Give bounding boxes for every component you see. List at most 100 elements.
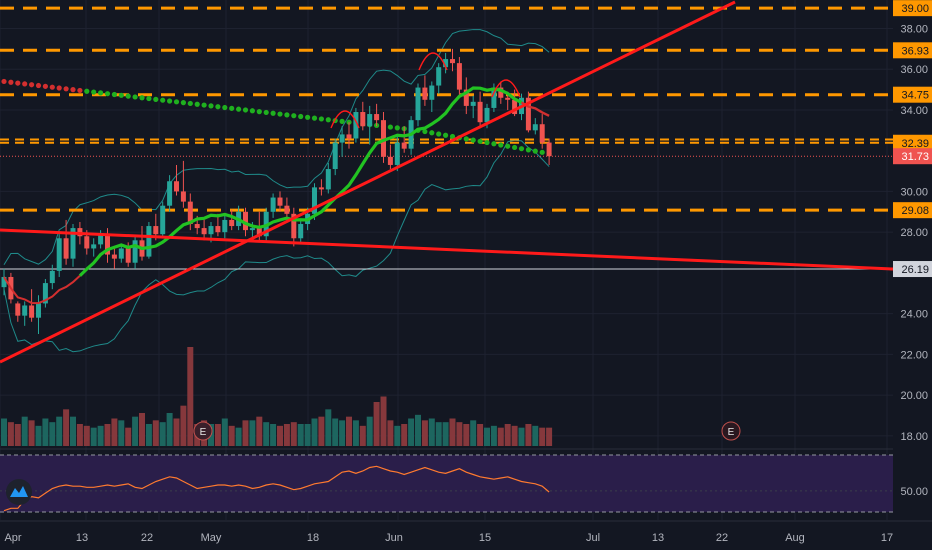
candle-body [70, 228, 76, 259]
ma-dot [505, 143, 511, 149]
price-tick-label: 22.00 [900, 349, 928, 361]
ma-dot [208, 103, 214, 109]
ma-dot [222, 104, 228, 111]
volume-bar [490, 425, 497, 446]
volume-bar [442, 422, 449, 446]
volume-bar [311, 418, 318, 446]
time-tick-label: 17 [881, 532, 893, 544]
price-tick-label: 34.00 [900, 105, 928, 117]
volume-bar [56, 416, 63, 446]
volume-bar [318, 416, 325, 446]
candle-body [332, 142, 338, 170]
candle-body [484, 107, 490, 123]
ma-dot [104, 91, 111, 97]
candle-body [118, 248, 124, 259]
time-tick-label: Aug [785, 532, 805, 544]
volume-bar [332, 418, 339, 446]
candle-body [374, 114, 380, 121]
volume-bar [484, 427, 490, 446]
candle-body [443, 59, 449, 68]
candle-body [249, 228, 255, 231]
candle-body [208, 226, 214, 235]
volume-bar [401, 424, 408, 446]
time-tick-label: May [201, 532, 222, 544]
ma-dot [15, 80, 21, 86]
volume-bar [546, 427, 553, 446]
time-tick-label: 22 [141, 532, 153, 544]
ma-dot [270, 110, 276, 116]
volume-bar [14, 424, 21, 446]
candle-body [42, 283, 48, 304]
volume-bar [21, 416, 28, 446]
ma-dot [491, 141, 497, 147]
ma-dot [511, 144, 518, 151]
price-axis: 38.00 36.00 34.00 30.00 28.00 24.00 22.00 20.00… [893, 0, 932, 530]
time-tick-label: 13 [652, 532, 664, 544]
time-tick-label: Jul [586, 532, 600, 544]
ma-dot [49, 84, 55, 90]
ma-dot [229, 105, 235, 111]
candle-body [222, 219, 228, 233]
volume-bar [408, 418, 415, 446]
candle-body [401, 142, 407, 149]
ma-dot [77, 87, 83, 94]
candle-body [491, 87, 497, 108]
candle-body [470, 101, 476, 106]
volume-bar [366, 416, 373, 446]
volume-bar [242, 420, 249, 446]
price-tick-label: 30.00 [900, 186, 928, 198]
volume-bar [132, 416, 139, 446]
ma-dot [125, 93, 131, 99]
candle-body [243, 211, 248, 231]
head-arc [330, 110, 360, 129]
candle-body [360, 112, 366, 127]
volume-bar [463, 424, 470, 446]
volume-bar [139, 413, 145, 446]
earnings-marker [721, 421, 741, 441]
volume-bar [35, 425, 42, 446]
bollinger-bands [3, 29, 550, 353]
candle-body [29, 305, 35, 318]
volume-bar [428, 418, 435, 446]
candle-body [346, 134, 352, 139]
time-tick-label: Jun [385, 532, 403, 544]
volume-bar [1, 418, 7, 446]
ma-dot [311, 115, 318, 121]
ma-dot [318, 116, 324, 122]
candle-body [415, 87, 421, 121]
candle-body [284, 205, 290, 214]
last-price-label: 31.73 [901, 151, 929, 163]
level-tag [893, 134, 932, 151]
volume-bar [477, 424, 484, 446]
volume-bar [394, 425, 401, 446]
volume-bar [7, 422, 14, 446]
volume-bar [90, 427, 97, 446]
candle-body [367, 114, 373, 127]
candle-body [546, 142, 552, 157]
volume-bar [449, 418, 456, 446]
ma-dot [84, 88, 90, 94]
volume-bar [456, 422, 463, 446]
volume-bar [415, 414, 421, 446]
ma-dot [429, 130, 435, 136]
volume-bar [49, 422, 56, 446]
level-tag-label: 26.19 [901, 264, 929, 276]
candle-body [229, 219, 235, 227]
ma-dot [70, 87, 76, 93]
volume-bar [187, 347, 194, 446]
level-tag-label: 34.75 [901, 90, 929, 102]
ma-dot [173, 99, 180, 105]
ma-dot [201, 102, 207, 108]
volume-bar [228, 425, 235, 446]
volume-bar [339, 420, 346, 446]
bollinger-upper [3, 29, 550, 266]
level-tag-label: 36.93 [901, 45, 929, 57]
volume-bar [63, 409, 70, 446]
candle-body [505, 97, 511, 100]
ma-dot [525, 147, 532, 153]
ma-dot [256, 109, 262, 115]
candle-body [298, 224, 304, 239]
volume-bar [380, 396, 387, 446]
ma-dot [91, 89, 97, 95]
ma-dot [8, 79, 14, 85]
